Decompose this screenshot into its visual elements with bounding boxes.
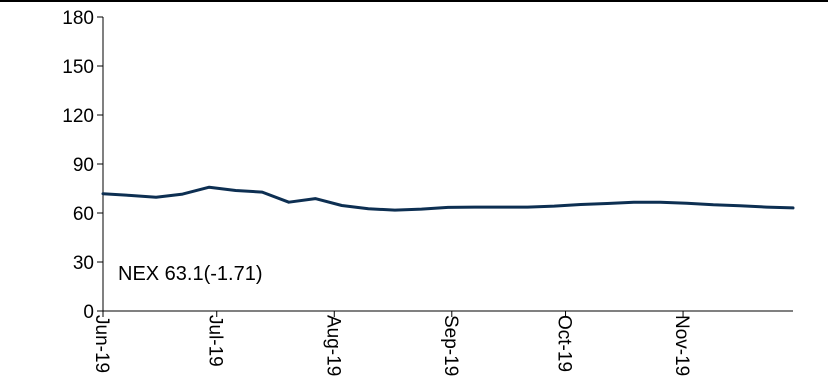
x-tick-label: Oct-19 xyxy=(554,315,575,372)
series xyxy=(101,185,795,212)
y-tick-label: 90 xyxy=(73,155,94,176)
y-tick-label: 150 xyxy=(62,57,94,78)
y-axis-ticks: 0 30 60 90 120 150 180 xyxy=(62,8,103,323)
y-tick-label: 180 xyxy=(62,8,94,29)
y-tick-label: 0 xyxy=(83,302,94,323)
y-tick-label: 60 xyxy=(73,204,94,225)
series-line xyxy=(101,185,795,212)
x-tick-label: Sep-19 xyxy=(440,315,461,376)
y-tick-label: 30 xyxy=(73,253,94,274)
x-axis-ticks: Jun-19 Jul-19 Aug-19 Sep-19 Oct-19 Nov-19 xyxy=(91,311,692,376)
y-tick-label: 120 xyxy=(62,106,94,127)
x-tick-label: Nov-19 xyxy=(671,315,692,376)
x-tick-label: Aug-19 xyxy=(322,315,343,376)
x-tick-label: Jul-19 xyxy=(205,315,226,367)
x-tick-label: Jun-19 xyxy=(91,315,112,373)
series-annotation: NEX 63.1(-1.71) xyxy=(118,263,263,285)
